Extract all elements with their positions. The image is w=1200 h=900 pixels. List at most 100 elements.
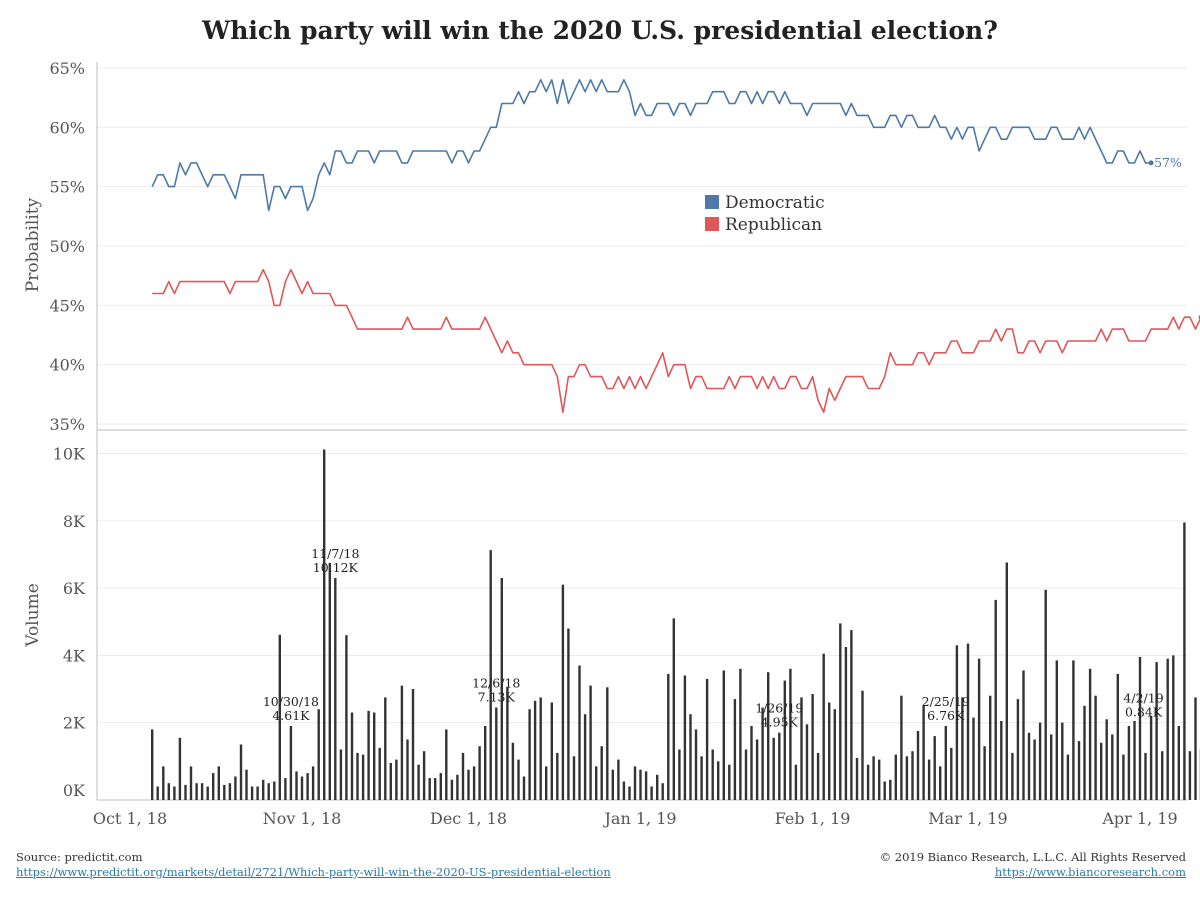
volume-bar — [1194, 697, 1197, 800]
volume-bar — [722, 670, 725, 800]
volume-bar — [223, 784, 226, 800]
volume-bar — [350, 712, 354, 800]
volume-bar — [189, 766, 193, 800]
volume-bar — [811, 694, 814, 800]
volume-bar — [1000, 721, 1003, 800]
volume-bar — [678, 749, 681, 800]
site-link[interactable]: https://www.biancoresearch.com — [994, 865, 1186, 879]
volume-bar — [950, 747, 953, 800]
volume-bar — [561, 584, 565, 800]
volume-bar — [622, 781, 626, 800]
end-point-democratic — [1148, 160, 1154, 166]
volume-bar — [1088, 668, 1092, 800]
volume-bar — [1033, 739, 1036, 800]
volume-bar — [1038, 722, 1042, 800]
volume-tick-label: 10K — [53, 445, 86, 464]
volume-bar — [628, 786, 631, 800]
footer-copyright: © 2019 Bianco Research, L.L.C. All Right… — [880, 850, 1186, 880]
volume-bar — [173, 786, 176, 800]
volume-bar — [550, 702, 553, 800]
volume-bar — [644, 771, 648, 800]
volume-bar — [434, 778, 437, 800]
volume-bar — [567, 628, 570, 800]
volume-bar — [1149, 715, 1153, 800]
legend-swatch-democratic — [705, 195, 719, 209]
volume-bar — [456, 774, 459, 800]
volume-bar — [250, 786, 254, 800]
volume-bar — [778, 732, 781, 800]
volume-bar — [572, 756, 576, 800]
volume-bar — [400, 685, 404, 800]
volume-bar — [772, 737, 775, 800]
volume-bar — [894, 754, 897, 800]
volume-bar — [1172, 655, 1175, 800]
volume-bar — [700, 756, 703, 800]
volume-bar — [278, 634, 281, 800]
probability-tick-label: 55% — [49, 178, 85, 197]
x-tick-label: Mar 1, 19 — [928, 809, 1007, 828]
volume-bar — [178, 737, 182, 800]
volume-bar — [866, 764, 870, 800]
volume-bar — [683, 675, 687, 800]
volume-bar — [162, 766, 165, 800]
volume-bar — [467, 769, 470, 800]
end-value-labels: 57%44% — [1148, 155, 1200, 320]
x-tick-label: Apr 1, 19 — [1101, 809, 1177, 828]
volume-y-ticks: 0K 2K 4K 6K 8K 10K — [53, 445, 86, 800]
volume-bar — [1083, 705, 1086, 800]
probability-tick-label: 65% — [49, 59, 85, 78]
annotation-date: 11/7/18 — [311, 546, 359, 561]
annotation-date: 1/26/19 — [755, 701, 803, 716]
probability-gridlines — [97, 67, 1187, 425]
volume-bar — [939, 766, 942, 800]
volume-bar — [1177, 726, 1180, 800]
volume-bar — [489, 550, 492, 800]
volume-bar — [667, 673, 670, 800]
volume-bar — [1027, 732, 1031, 800]
volume-bar — [1144, 752, 1147, 800]
end-label-democratic: 57% — [1154, 155, 1182, 170]
volume-bar — [595, 766, 598, 800]
volume-bar — [1005, 562, 1008, 800]
volume-bar — [406, 739, 409, 800]
volume-bar — [1133, 721, 1136, 800]
volume-bar — [334, 578, 337, 800]
annotation-date: 2/25/19 — [922, 694, 970, 709]
chart-title: Which party will win the 2020 U.S. presi… — [202, 16, 998, 45]
volume-bar — [767, 672, 770, 800]
volume-bar — [1188, 751, 1192, 800]
volume-bar — [989, 695, 992, 800]
probability-tick-label: 45% — [49, 296, 85, 315]
volume-bar — [384, 697, 387, 800]
copyright-text: © 2019 Bianco Research, L.L.C. All Right… — [879, 850, 1186, 864]
source-link[interactable]: https://www.predictit.org/markets/detail… — [16, 865, 611, 879]
volume-bar — [794, 764, 798, 800]
volume-bar — [239, 744, 243, 800]
volume-bar — [317, 709, 320, 800]
source-text: Source: predictit.com — [16, 850, 143, 864]
volume-tick-label: 6K — [63, 579, 86, 598]
probability-axis-title: Probability — [23, 197, 43, 292]
volume-bar — [533, 700, 537, 800]
annotation-value: 6.76K — [927, 708, 965, 723]
volume-bar — [522, 776, 526, 800]
volume-bar — [195, 783, 198, 800]
probability-y-ticks: 35% 40% 45% 50% 55% 60% 65% — [49, 59, 85, 434]
volume-axis-title: Volume — [23, 583, 43, 648]
volume-bar — [345, 635, 348, 800]
series-line-republican — [152, 268, 1200, 414]
volume-bar — [1138, 657, 1142, 800]
volume-bar — [1066, 754, 1070, 800]
footer-source: Source: predictit.com https://www.predic… — [16, 850, 611, 880]
volume-bar — [212, 773, 215, 800]
annotation-value: 7.13K — [478, 690, 516, 705]
volume-bar — [717, 761, 720, 800]
x-axis-ticks: Oct 1, 18 Nov 1, 18 Dec 1, 18 Jan 1, 19 Feb … — [93, 809, 1178, 828]
volume-bar — [228, 783, 232, 800]
volume-bar — [428, 778, 431, 800]
volume-bar — [411, 689, 415, 800]
volume-bar — [517, 759, 520, 800]
volume-bar — [927, 759, 931, 800]
volume-bar — [1166, 658, 1169, 800]
